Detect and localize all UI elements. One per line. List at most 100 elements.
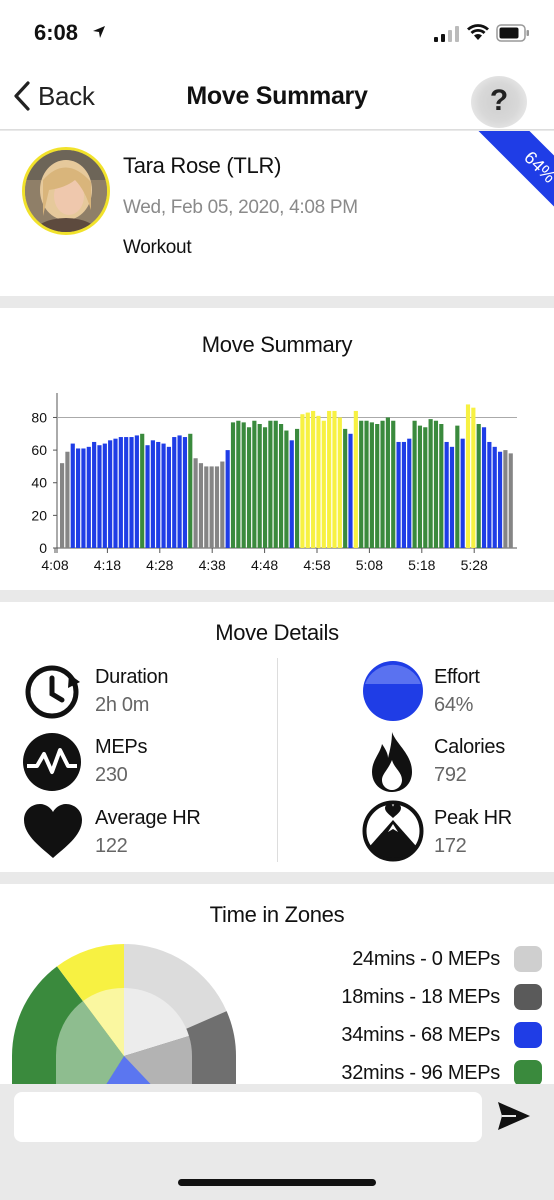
status-time: 6:08 (34, 20, 79, 45)
cellular-signal-icon (434, 26, 459, 42)
chart-bar (343, 428, 348, 548)
y-tick-label: 60 (31, 442, 47, 458)
back-button[interactable]: Back (12, 80, 95, 112)
x-tick-label: 4:18 (94, 557, 121, 573)
meps-label: MEPs (95, 736, 148, 758)
chart-bar (465, 404, 471, 548)
chart-bar (145, 445, 150, 548)
chart-bar (396, 441, 401, 548)
chart-bar (471, 407, 476, 548)
chart-bar (401, 441, 407, 548)
chart-bar (188, 433, 193, 548)
chart-bar (348, 433, 353, 548)
chevron-left-icon (14, 81, 30, 111)
chart-bar (140, 433, 145, 548)
avatar-photo (25, 150, 107, 232)
meps-icon (23, 733, 81, 791)
move-summary-chart: 0 20 40 60 80 4:08 4:18 4:28 4:38 4:48 4:58 5:08 5:1… (31, 393, 517, 573)
y-tick-label: 40 (31, 475, 47, 491)
chart-bar (311, 410, 316, 548)
battery-icon (496, 24, 529, 42)
x-tick-label: 4:58 (303, 557, 330, 573)
legend-item: 18mins - 18 MEPs (341, 984, 542, 1010)
chart-bar (444, 441, 449, 548)
chart-bar (295, 428, 300, 548)
chart-bar (428, 419, 433, 548)
chart-bar (321, 420, 326, 548)
legend-swatch (514, 1022, 542, 1048)
chart-bar (300, 414, 305, 548)
chart-bar (60, 463, 65, 548)
effort-ribbon: 64% (477, 131, 554, 230)
chart-bar (193, 458, 198, 548)
chart-bar (385, 417, 390, 548)
chart-bar (161, 443, 166, 548)
average-hr-value: 122 (95, 835, 128, 857)
chart-bar (460, 438, 465, 548)
avatar[interactable] (22, 147, 110, 235)
chart-bar (369, 422, 374, 548)
chart-bar (332, 410, 337, 548)
duration-value: 2h 0m (95, 694, 150, 716)
legend-item: 24mins - 0 MEPs (352, 946, 542, 972)
chart-bar (273, 420, 278, 548)
time-in-zones-title: Time in Zones (209, 902, 345, 927)
chart-bar (497, 451, 503, 548)
chart-bar (252, 420, 257, 548)
chart-bar (204, 466, 209, 548)
average-hr-label: Average HR (95, 807, 201, 829)
chart-bar (284, 430, 289, 548)
x-tick-label: 4:08 (41, 557, 68, 573)
divider (277, 658, 278, 862)
chart-bar (241, 422, 246, 548)
legend-swatch (514, 984, 542, 1010)
x-tick-label: 4:38 (199, 557, 226, 573)
chart-bar (423, 427, 428, 548)
move-summary-card: Move Summary 0 20 40 60 80 4:08 4:18 4:28 4:38 4:… (0, 308, 554, 590)
duration-label: Duration (95, 666, 169, 688)
chart-bar (92, 441, 97, 548)
chart-bar (508, 453, 513, 548)
chart-bar (417, 425, 423, 548)
chart-bar (76, 448, 81, 548)
chart-bar (230, 422, 236, 548)
chart-bar (492, 446, 497, 548)
chart-bar (129, 437, 134, 548)
chart-bar (257, 424, 262, 548)
peak-hr-value: 172 (434, 835, 467, 857)
chart-bar (134, 435, 139, 548)
chart-bar (177, 435, 182, 548)
help-button[interactable]: ? (471, 76, 527, 128)
chart-bar (449, 446, 455, 548)
chart-bar (172, 437, 177, 548)
x-tick-label: 5:28 (461, 557, 488, 573)
chart-bar (70, 443, 75, 548)
send-icon[interactable] (496, 1100, 532, 1132)
legend-swatch (514, 946, 542, 972)
chart-bar (268, 420, 273, 548)
status-bar: 6:08 (0, 0, 554, 64)
y-tick-label: 80 (31, 409, 47, 425)
message-input[interactable] (14, 1092, 482, 1142)
legend-label: 32mins - 96 MEPs (341, 1061, 500, 1084)
back-label: Back (38, 80, 95, 111)
workout-type: Workout (123, 237, 192, 258)
chart-bar (113, 438, 118, 548)
page-title: Move Summary (186, 82, 368, 110)
legend-label: 24mins - 0 MEPs (352, 947, 500, 970)
chart-bar (225, 450, 230, 548)
chart-bar (236, 420, 241, 548)
chart-bar (316, 415, 321, 548)
chart-bar (246, 427, 252, 548)
legend-item: 32mins - 96 MEPs (341, 1060, 542, 1084)
profile-card: Tara Rose (TLR) Wed, Feb 05, 2020, 4:08 … (0, 131, 554, 296)
chart-bar (118, 437, 123, 548)
effort-label: Effort (434, 666, 480, 688)
chart-bar (209, 466, 214, 548)
chart-bar (380, 420, 385, 548)
chart-bar (407, 438, 412, 548)
legend-label: 34mins - 68 MEPs (341, 1023, 500, 1046)
help-icon: ? (489, 84, 509, 117)
chart-bar (214, 466, 220, 548)
navigation-bar: Back Move Summary ? (0, 64, 554, 130)
